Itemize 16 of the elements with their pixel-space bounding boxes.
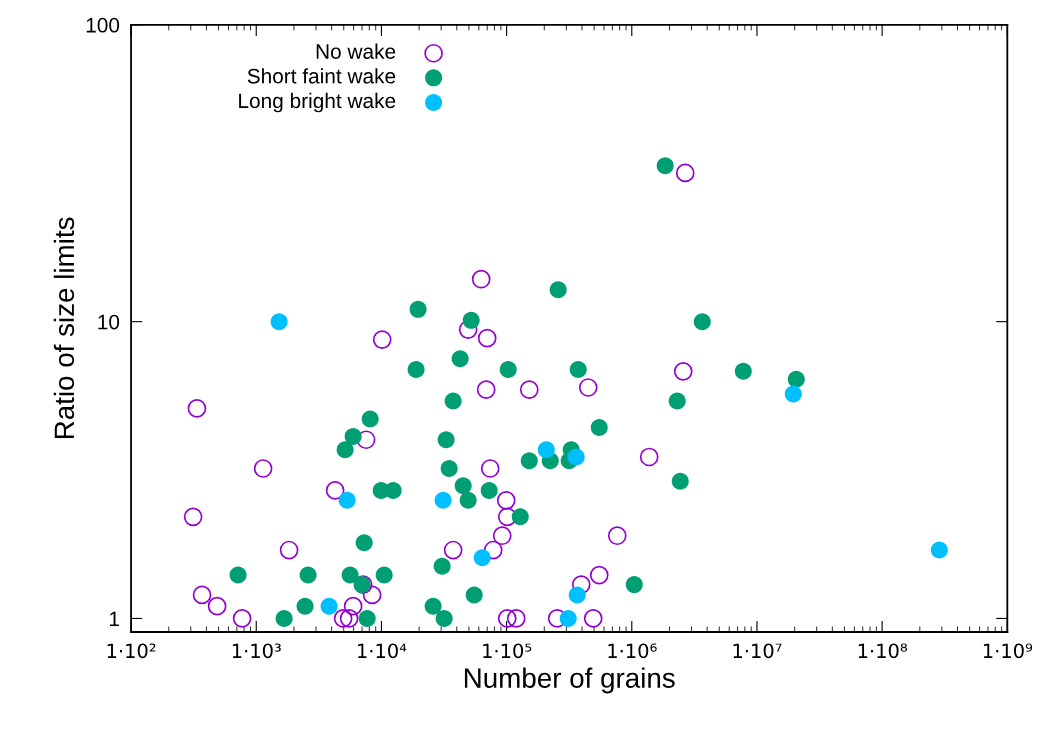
x-tick-label: 1·10⁵ <box>483 643 532 659</box>
legend-label: Long bright wake <box>239 92 396 113</box>
x-axis-title: Number of grains <box>464 667 675 694</box>
y-tick-label: 1 <box>109 611 119 626</box>
x-tick-label: 1·10⁶ <box>608 643 657 659</box>
x-tick-label: 1·10² <box>107 643 156 659</box>
legend-label: Short faint wake <box>247 68 396 84</box>
y-tick-label: 100 <box>86 17 120 33</box>
x-tick-label: 1·10⁸ <box>858 643 907 659</box>
x-tick-label: 1·10⁷ <box>733 643 782 659</box>
legend-label: No wake <box>316 43 396 59</box>
y-axis-title: Ratio of size limits <box>53 217 75 439</box>
y-tick-label: 10 <box>98 314 120 330</box>
x-tick-label: 1·10⁹ <box>983 643 1033 659</box>
x-tick-label: 1·10³ <box>232 643 281 659</box>
x-tick-label: 1·10⁴ <box>358 643 407 659</box>
